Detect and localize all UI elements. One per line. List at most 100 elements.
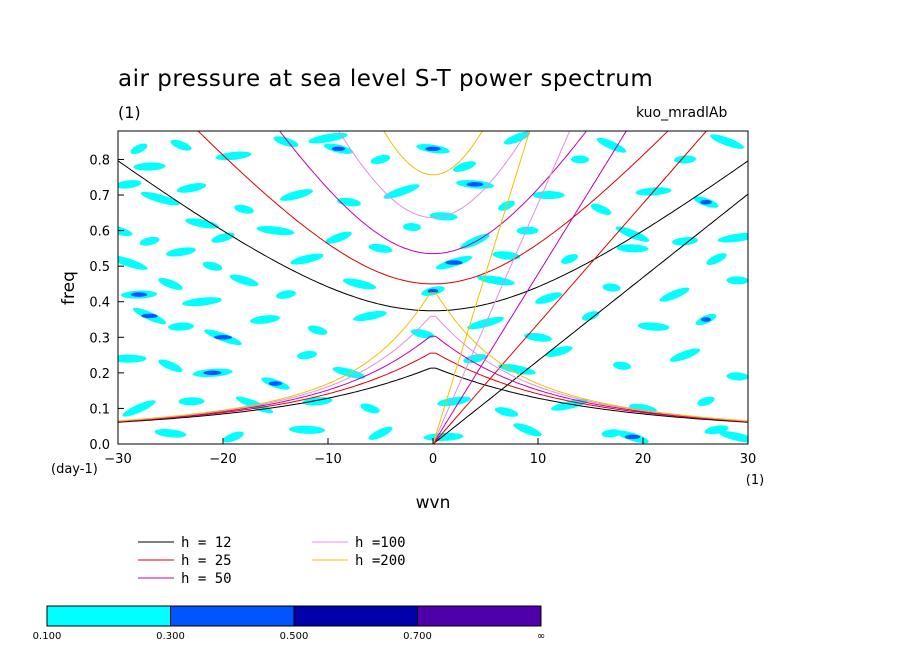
- contour-patch: [453, 161, 476, 172]
- y-tick-label: 0.0: [89, 438, 110, 453]
- contour-patch: [158, 277, 183, 290]
- legend-label: h = 12: [181, 535, 232, 551]
- contour-patch: [403, 223, 421, 232]
- contour-patch: [256, 225, 295, 236]
- contour-patch: [302, 397, 333, 406]
- colorbar-tick-label: 0.100: [33, 631, 62, 642]
- contour-patch-core: [466, 182, 484, 187]
- contour-patch: [615, 226, 650, 242]
- dispersion-curve-mrg: [118, 352, 748, 423]
- contour-patch: [494, 407, 519, 417]
- contour-patch: [498, 363, 536, 375]
- colorbar-tick-label: 0.500: [280, 631, 309, 642]
- contour-patch: [726, 372, 748, 381]
- contour-patch: [659, 287, 690, 302]
- contour-patch: [215, 151, 252, 161]
- contour-patch: [308, 132, 348, 144]
- contour-patch-core: [203, 370, 222, 376]
- contour-patch: [637, 322, 670, 331]
- colorbar-tick-label: ∞: [537, 631, 545, 642]
- contour-patch: [535, 292, 562, 304]
- legend-label: h =100: [355, 535, 406, 551]
- contour-patch: [223, 431, 244, 443]
- x-tick-label: −10: [314, 452, 341, 467]
- contour-patch: [596, 137, 627, 153]
- contour-patch: [560, 254, 579, 264]
- contour-patch: [616, 244, 649, 253]
- dispersion-curve-kelvin: [432, 131, 571, 444]
- contour-patch: [332, 367, 366, 379]
- contour-patch: [118, 255, 148, 270]
- contour-patch: [229, 274, 259, 287]
- y-tick-label: 0.1: [89, 402, 110, 417]
- subtitle-left: (1): [118, 103, 141, 122]
- contour-patch: [178, 397, 205, 406]
- subtitle-right: kuo_mradlAb: [636, 105, 728, 121]
- dispersion-curve-ig: [278, 131, 588, 255]
- colorbar-tick-label: 0.300: [156, 631, 185, 642]
- contour-patch: [130, 143, 148, 155]
- contour-patch: [158, 359, 183, 373]
- contour-patch: [122, 400, 156, 417]
- contour-patch: [185, 218, 219, 229]
- colorbar-segment: [293, 605, 418, 627]
- contour-patch: [250, 315, 280, 324]
- x-axis-label: wvn: [416, 493, 451, 513]
- contour-patch: [166, 247, 196, 257]
- legend-label: h =200: [355, 553, 406, 569]
- x-tick-label: 10: [530, 452, 547, 467]
- contour-patch: [669, 348, 701, 362]
- colorbar-segment: [170, 605, 295, 627]
- contour-patch: [710, 134, 744, 149]
- contour-patch-core: [214, 335, 232, 340]
- contour-patch: [154, 429, 187, 438]
- contour-patch: [717, 232, 748, 243]
- contour-patch-core: [331, 146, 346, 151]
- y-axis-unit: (day-1): [51, 462, 98, 477]
- contour-patch-core: [701, 317, 711, 322]
- x-tick-label: 30: [740, 452, 757, 467]
- legend-label: h = 50: [181, 571, 232, 587]
- y-tick-label: 0.2: [89, 367, 110, 382]
- contour-patch: [368, 426, 393, 440]
- contour-patch: [492, 251, 521, 260]
- contour-patch: [460, 233, 490, 249]
- dispersion-curve-kelvin: [432, 131, 708, 444]
- contour-patch: [307, 325, 328, 335]
- dispersion-curve-mrg: [118, 315, 748, 422]
- contour-patch: [133, 162, 166, 171]
- contour-patch: [477, 275, 515, 286]
- contour-patch: [289, 425, 325, 434]
- dispersion-curve-ig: [338, 131, 528, 219]
- contour-patch: [118, 225, 133, 237]
- contour-patch: [672, 237, 698, 246]
- contour-patch: [516, 226, 539, 235]
- contour-patch: [139, 236, 160, 246]
- contour-patch: [168, 322, 194, 331]
- contour-patch: [273, 136, 299, 148]
- y-tick-label: 0.8: [89, 153, 110, 168]
- colorbar-segment: [417, 605, 542, 627]
- contour-patch: [524, 332, 552, 342]
- contour-patch: [118, 180, 142, 189]
- contour-patch-core: [141, 313, 158, 319]
- contour-patch-core: [624, 434, 641, 440]
- contour-patch: [118, 354, 147, 363]
- x-tick-label: 20: [635, 452, 652, 467]
- x-tick-label: −20: [209, 452, 236, 467]
- x-tick-label: 0: [429, 452, 437, 467]
- dispersion-curve-ig: [197, 131, 669, 285]
- contour-patch: [280, 189, 313, 201]
- contour-patch: [601, 429, 622, 438]
- contour-patch: [706, 253, 727, 265]
- contour-patch: [532, 191, 565, 200]
- x-axis-unit: (1): [746, 473, 764, 488]
- contour-patch-core: [425, 146, 441, 151]
- contour-patch: [613, 361, 631, 370]
- contour-patch: [353, 310, 387, 322]
- dispersion-curve-mrg: [118, 292, 748, 422]
- dispersion-curve-mrg: [118, 367, 748, 423]
- y-tick-label: 0.3: [89, 331, 110, 346]
